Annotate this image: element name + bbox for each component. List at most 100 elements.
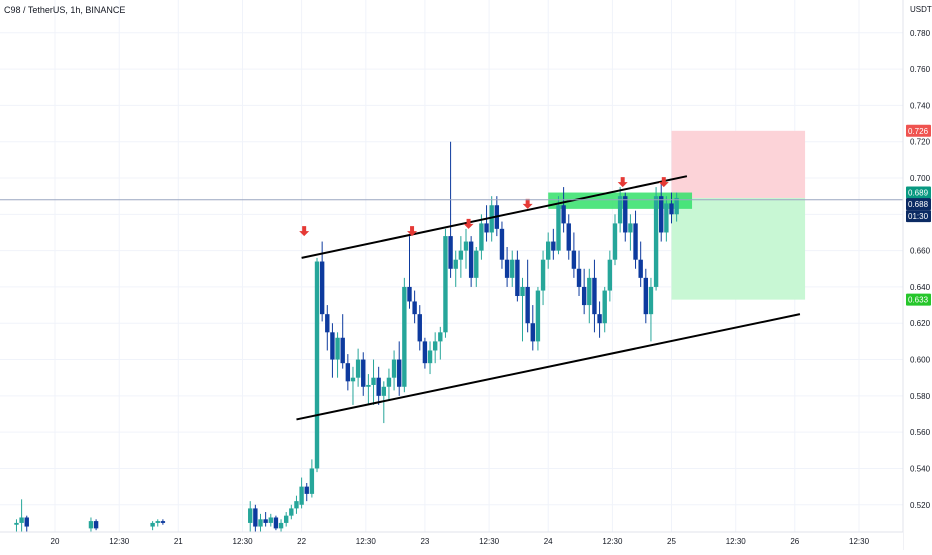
candle-body xyxy=(335,337,340,360)
candle-body xyxy=(479,223,484,251)
candle-body xyxy=(386,377,392,387)
candle-body xyxy=(412,301,417,315)
candle-body xyxy=(263,519,268,523)
candle-body xyxy=(612,223,618,260)
time-tick-label: 24 xyxy=(544,537,553,546)
candle-body xyxy=(566,223,571,251)
candle-body xyxy=(381,386,386,396)
candle-body xyxy=(294,501,299,509)
time-tick-label: 12:30 xyxy=(356,537,377,546)
candle-body xyxy=(504,259,510,278)
time-tick-label: 12:30 xyxy=(479,537,500,546)
price-tick-label: 0.560 xyxy=(910,428,931,437)
candle-body xyxy=(340,337,345,364)
arrows-layer xyxy=(299,177,669,237)
time-tick-label: 12:30 xyxy=(109,537,130,546)
candle-body xyxy=(150,522,155,527)
time-tick-label: 12:30 xyxy=(602,537,623,546)
candle-body xyxy=(669,203,674,215)
time-tick-label: 12:30 xyxy=(849,537,870,546)
time-tick-label: 22 xyxy=(297,537,306,546)
candle-body xyxy=(576,268,582,287)
candle-body xyxy=(391,359,397,378)
candle-body xyxy=(510,259,515,278)
current_price-price-label: 0.688 xyxy=(908,200,929,209)
candle-body xyxy=(325,314,330,333)
candle-body xyxy=(458,250,464,260)
candle-body xyxy=(659,196,664,233)
candle-body xyxy=(248,508,253,523)
take-profit-zone xyxy=(671,197,806,300)
candle-body xyxy=(515,259,520,297)
arrow-down-icon xyxy=(407,226,418,237)
stop-price-label: 0.726 xyxy=(908,127,929,136)
candle-body xyxy=(319,261,325,315)
candle-body xyxy=(371,377,376,385)
candle-body xyxy=(674,197,679,215)
time-tick-label: 12:30 xyxy=(233,537,254,546)
candle-body xyxy=(520,286,525,297)
candle-body xyxy=(88,521,94,529)
candle-body xyxy=(350,377,356,382)
candle-body xyxy=(546,241,551,260)
price-tick-label: 0.720 xyxy=(910,138,931,147)
candle-body xyxy=(571,250,577,269)
price-tick-label: 0.540 xyxy=(910,464,931,473)
candle-body xyxy=(617,196,623,224)
candle-body xyxy=(268,517,273,523)
candle-body xyxy=(443,236,448,333)
candle-body xyxy=(525,286,530,324)
stop-price-badge xyxy=(906,124,931,137)
price-tick-label: 0.740 xyxy=(910,101,931,110)
candle-body xyxy=(397,359,402,387)
candle-body xyxy=(581,286,587,306)
arrow-down-icon xyxy=(463,218,474,229)
candle-body xyxy=(289,508,294,516)
price-axis-unit: USDT xyxy=(910,5,932,14)
price-tick-label: 0.660 xyxy=(910,247,931,256)
candle-body xyxy=(93,521,99,529)
time-tick-label: 20 xyxy=(51,537,60,546)
candles-layer xyxy=(14,141,679,532)
price-badges: 0.726 0.689 0.688 01:30 0.633 xyxy=(906,124,931,306)
candle-body xyxy=(345,363,351,382)
candle-body xyxy=(556,205,561,251)
candle-body xyxy=(366,384,371,387)
candle-body xyxy=(453,259,458,269)
candle-body xyxy=(253,508,258,527)
candle-body xyxy=(551,241,556,251)
candle-body xyxy=(417,314,422,342)
candle-body xyxy=(530,323,535,342)
candle-body xyxy=(304,486,309,494)
arrow-down-icon xyxy=(617,177,628,188)
current_price-price-badge xyxy=(906,198,931,211)
time-tick-label: 25 xyxy=(667,537,676,546)
candle-body xyxy=(258,519,263,527)
candle-body xyxy=(638,259,643,278)
time-tick-label: 26 xyxy=(790,537,799,546)
price-tick-label: 0.700 xyxy=(910,174,931,183)
time-axis-bg xyxy=(0,532,903,550)
last_price-price-badge xyxy=(906,186,931,199)
candle-body xyxy=(448,236,453,269)
time-tick-label: 23 xyxy=(420,537,429,546)
arrow-down-icon xyxy=(299,226,310,237)
candle-body xyxy=(355,359,361,378)
candle-body xyxy=(540,259,546,291)
candle-body xyxy=(561,205,566,224)
channel-trendline xyxy=(296,313,801,421)
candle-body xyxy=(499,228,505,260)
arrow-down-icon xyxy=(522,198,533,209)
time-axis[interactable]: 20 12:30 21 12:30 22 12:30 23 12:30 24 12:30 25 12:… xyxy=(0,531,903,550)
candle-body xyxy=(463,241,469,251)
candle-body xyxy=(273,517,279,529)
candle-body xyxy=(484,223,489,233)
price-axis[interactable]: USDT 0.7800.7600.7400.7200.7000.6800.660… xyxy=(902,0,932,550)
time-tick-label: 12:30 xyxy=(726,537,747,546)
candle-body xyxy=(309,468,315,494)
target-price-label: 0.633 xyxy=(908,296,929,305)
candle-body xyxy=(653,196,659,287)
candle-body xyxy=(597,314,602,324)
